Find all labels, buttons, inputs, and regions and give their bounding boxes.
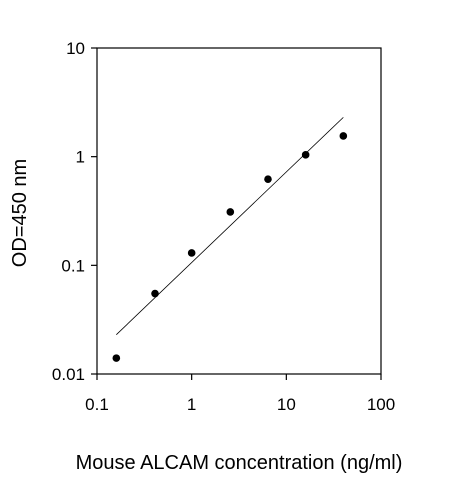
x-tick-label: 0.1 <box>85 395 109 414</box>
x-tick-label: 1 <box>187 395 196 414</box>
y-tick-label: 10 <box>66 39 85 58</box>
y-axis-title: OD=450 nm <box>9 159 31 267</box>
x-tick-label: 10 <box>277 395 296 414</box>
plot-frame <box>96 47 382 375</box>
data-point <box>301 151 310 159</box>
x-axis-ticks: 0.1 1 10 100 <box>85 374 395 414</box>
y-tick-label: 0.1 <box>61 256 85 275</box>
data-point <box>151 289 159 298</box>
fit-line-group <box>116 117 344 335</box>
data-point <box>112 354 121 362</box>
data-point <box>264 175 272 184</box>
x-tick-label: 100 <box>367 395 395 414</box>
y-tick-label: 0.01 <box>52 365 85 384</box>
data-point <box>339 132 348 140</box>
data-point <box>187 249 196 257</box>
fit-line <box>116 117 344 335</box>
data-point <box>226 208 235 216</box>
y-tick-label: 1 <box>76 148 85 167</box>
data-points <box>112 132 348 362</box>
x-axis-title: Mouse ALCAM concentration (ng/ml) <box>76 452 403 474</box>
y-axis-ticks: 0.01 0.1 1 10 <box>52 39 97 384</box>
